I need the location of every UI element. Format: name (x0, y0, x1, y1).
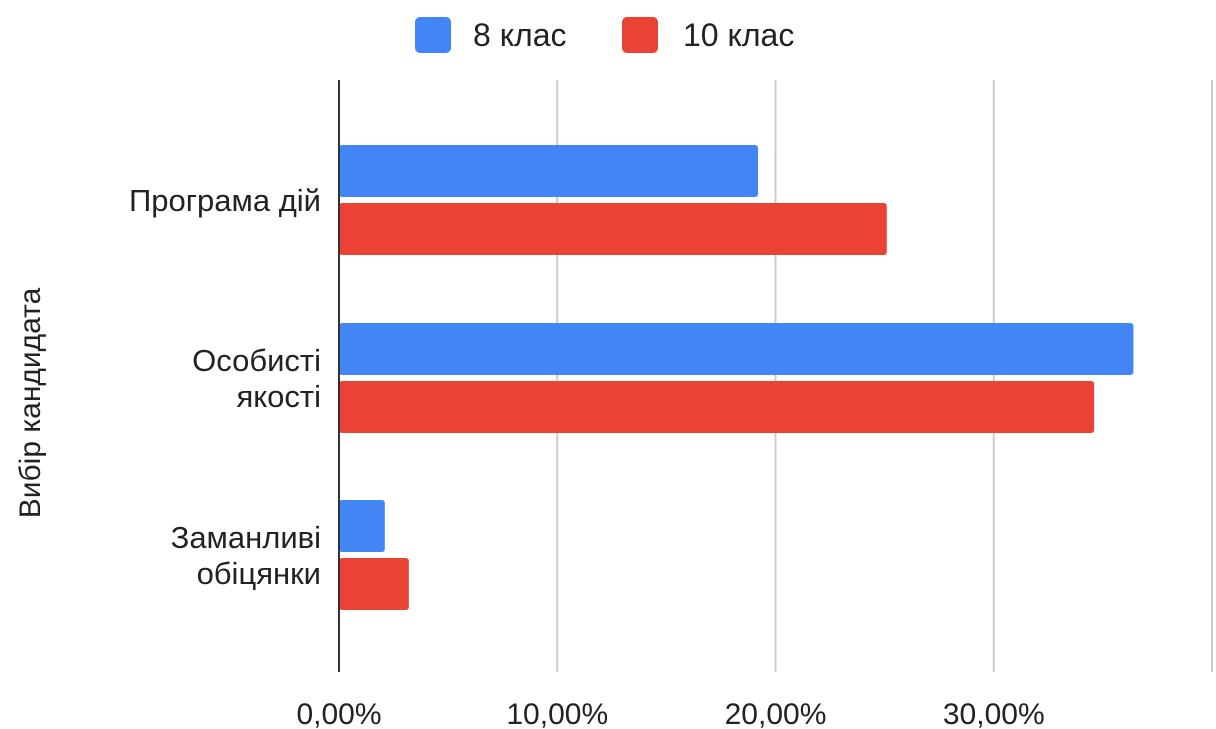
category-label: Заманливі обіцянки (171, 520, 321, 591)
legend-label: 10 клас (683, 17, 794, 53)
gridlines (556, 80, 1213, 672)
legend-swatch (415, 17, 451, 53)
x-axis-ticks: 0,00% 10,00% 20,00% 30,00% (296, 698, 1044, 729)
legend-label: 8 клас (473, 17, 567, 53)
legend: 8 клас 10 клас (415, 17, 794, 53)
x-tick-label: 30,00% (943, 698, 1045, 729)
bar-series2 (339, 203, 887, 255)
bar-series1 (339, 145, 759, 197)
bars (339, 145, 1134, 610)
category-label: Програма дій (129, 183, 321, 218)
bar-series1 (339, 500, 385, 552)
bar-series1 (339, 323, 1134, 375)
y-axis-categories: Програма дій Особисті якості Заманливі обіця… (129, 183, 321, 591)
x-tick-label: 0,00% (296, 698, 381, 729)
category-label: Особисті якості (192, 343, 321, 414)
bar-series2 (339, 381, 1095, 433)
y-axis-title: Вибір кандидата (14, 287, 47, 518)
legend-swatch (622, 17, 658, 53)
x-tick-label: 10,00% (506, 698, 608, 729)
bar-series2 (339, 558, 409, 610)
x-tick-label: 20,00% (725, 698, 827, 729)
